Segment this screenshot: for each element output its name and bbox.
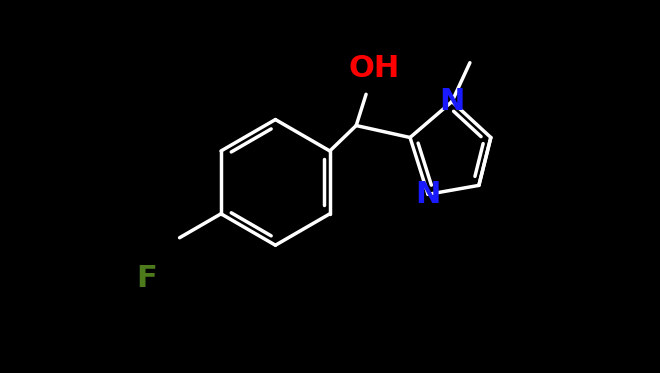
Text: N: N xyxy=(440,87,465,116)
Text: OH: OH xyxy=(348,54,400,83)
Text: F: F xyxy=(137,264,157,292)
Text: N: N xyxy=(415,180,441,209)
